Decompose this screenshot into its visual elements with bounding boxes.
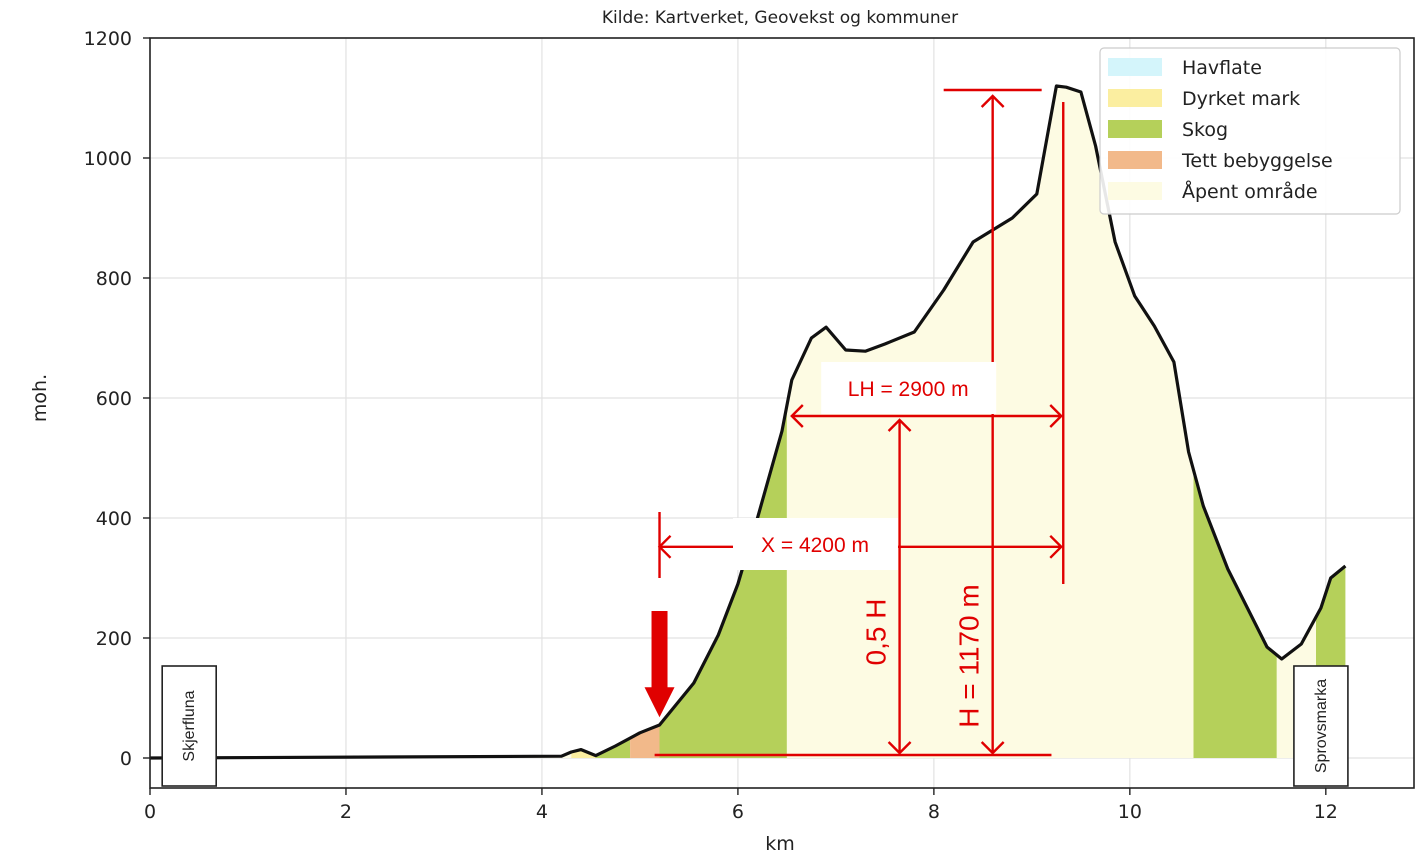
half-h-label: 0,5 H xyxy=(861,599,892,666)
place-labels: Skjerfluna Sprovsmarka xyxy=(161,665,1349,787)
place-label-text: Skjerfluna xyxy=(181,690,198,761)
lh-arrow-head-right xyxy=(1049,404,1063,428)
y-axis-label: moh. xyxy=(29,374,51,422)
x-axis-label: km xyxy=(765,833,795,855)
legend-swatch xyxy=(1108,120,1162,138)
x-tick-label: 0 xyxy=(144,801,156,823)
h-arrow-head-down xyxy=(980,741,1005,755)
place-label-box xyxy=(1293,665,1349,787)
x-tick-label: 4 xyxy=(536,801,548,823)
y-tick-label: 600 xyxy=(96,388,132,410)
x-arrow-head-right xyxy=(1049,534,1063,559)
land-cover-band xyxy=(659,405,787,758)
h-arrow-head-up xyxy=(980,94,1005,108)
y-tick-label: 800 xyxy=(96,268,132,290)
y-tick-label: 400 xyxy=(96,508,132,530)
land-cover-bands xyxy=(150,86,1346,758)
legend-box xyxy=(1099,47,1401,215)
x-tick-label: 10 xyxy=(1118,801,1142,823)
lh-label-box xyxy=(821,362,997,414)
place-label-text: Sprovsmarka xyxy=(1313,679,1330,773)
h-label: H = 1170 m xyxy=(954,584,985,727)
legend-entry: Skog xyxy=(1182,119,1228,141)
start-marker-arrow-head xyxy=(644,687,675,718)
lh-arrow-head-left xyxy=(790,404,804,428)
legend-entry: Åpent område xyxy=(1182,180,1318,203)
legend-swatch xyxy=(1108,89,1162,107)
land-cover-band xyxy=(630,725,660,758)
half-h-arrow-head-down xyxy=(887,741,912,755)
legend-entry: Tett bebyggelse xyxy=(1181,150,1333,172)
chart-subtitle: Kilde: Kartverket, Geovekst og kommuner xyxy=(602,8,958,28)
x-label-box xyxy=(733,518,899,570)
x-arrow-head-left xyxy=(657,534,672,559)
land-cover-band xyxy=(786,86,1194,758)
x-tick-label: 12 xyxy=(1314,801,1338,823)
y-tick-label: 200 xyxy=(96,628,132,650)
lh-label: LH = 2900 m xyxy=(848,378,969,401)
start-marker-arrow-shaft xyxy=(651,611,668,689)
place-label-box xyxy=(161,665,217,787)
y-tick-label: 1000 xyxy=(84,148,132,170)
half-h-arrow-head-up xyxy=(887,418,912,432)
x-label: X = 4200 m xyxy=(761,534,869,557)
legend: Havflate Dyrket mark Skog Tett bebyggelse Åp… xyxy=(1099,47,1401,215)
land-cover-band xyxy=(1193,470,1277,758)
x-tick-label: 2 xyxy=(340,801,352,823)
x-axis-ticks: 0 2 4 6 8 10 12 xyxy=(144,788,1338,823)
legend-swatch xyxy=(1108,58,1162,76)
y-tick-label: 1200 xyxy=(84,28,132,50)
x-tick-label: 8 xyxy=(928,801,940,823)
legend-entry: Havflate xyxy=(1182,57,1262,79)
y-axis-ticks: 0 200 400 600 800 1000 1200 xyxy=(84,28,150,770)
plot-frame xyxy=(149,37,1415,789)
y-tick-label: 0 xyxy=(120,748,132,770)
legend-swatch xyxy=(1108,151,1162,169)
annotations: LH = 2900 m X = 4200 m 0,5 H H = 1170 m xyxy=(644,88,1065,757)
legend-swatch xyxy=(1108,182,1162,200)
x-tick-label: 6 xyxy=(732,801,744,823)
terrain-profile-line xyxy=(149,84,1347,760)
legend-entry: Dyrket mark xyxy=(1182,88,1300,110)
